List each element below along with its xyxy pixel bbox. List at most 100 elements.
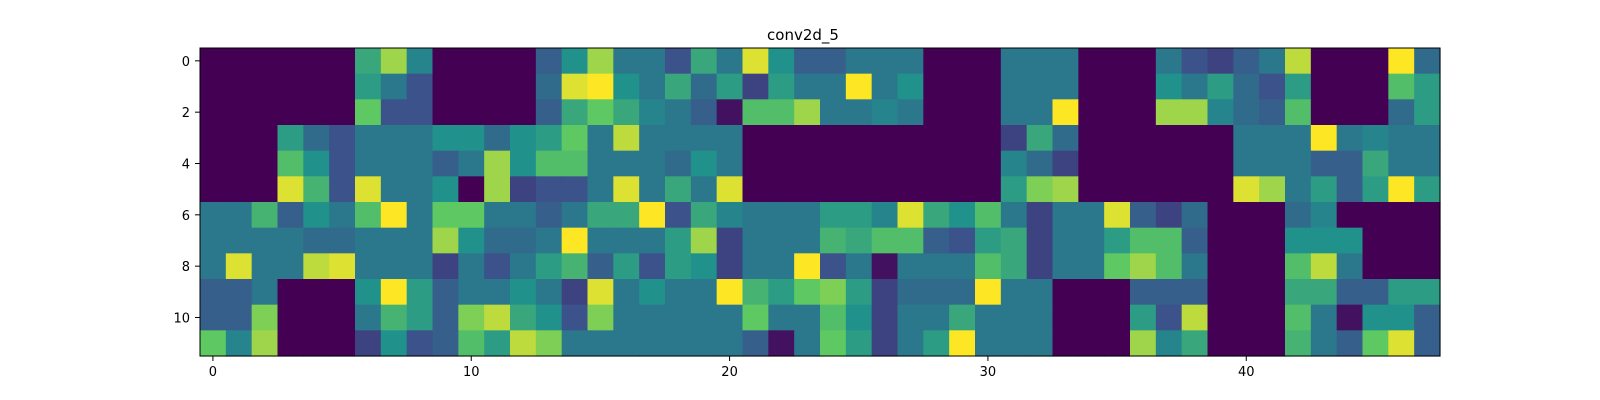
heatmap-cell — [975, 279, 1002, 306]
heatmap-cell — [975, 48, 1002, 75]
heatmap-cell — [1026, 330, 1054, 357]
heatmap-cell — [251, 202, 279, 229]
heatmap-cell — [380, 48, 408, 75]
heatmap-cell — [923, 176, 950, 203]
heatmap-cell — [458, 99, 485, 126]
heatmap-cell — [613, 150, 640, 177]
heatmap-cell — [897, 99, 924, 126]
heatmap-cell — [225, 99, 253, 126]
heatmap-cell — [975, 176, 1002, 203]
heatmap-cell — [510, 73, 537, 100]
heatmap-cell — [380, 150, 408, 177]
heatmap-cell — [1310, 304, 1338, 331]
chart-title: conv2d_5 — [767, 26, 839, 45]
heatmap-cell — [1285, 279, 1312, 306]
heatmap-cell — [1414, 99, 1441, 126]
heatmap-cell — [1000, 150, 1028, 177]
heatmap-cell — [690, 304, 718, 331]
heatmap-cell — [355, 253, 382, 280]
heatmap-cell — [716, 150, 744, 177]
heatmap-cell — [1052, 279, 1079, 306]
y-tick-label: 6 — [182, 209, 190, 224]
heatmap-cell — [510, 279, 537, 306]
heatmap-cell — [1078, 48, 1105, 75]
heatmap-cell — [484, 202, 511, 229]
heatmap-cell — [820, 279, 847, 306]
heatmap-cell — [1233, 330, 1260, 357]
heatmap-cell — [329, 202, 356, 229]
heatmap-cell — [1130, 73, 1157, 100]
heatmap-cell — [1181, 304, 1209, 331]
heatmap-cell — [303, 125, 330, 152]
heatmap-cell — [1207, 304, 1234, 331]
heatmap-cell — [355, 176, 382, 203]
heatmap-cell — [716, 202, 744, 229]
heatmap-cell — [716, 73, 744, 100]
heatmap-cell — [1336, 202, 1364, 229]
heatmap-cell — [690, 253, 718, 280]
heatmap-cell — [1078, 330, 1105, 357]
heatmap-cell — [1078, 99, 1105, 126]
heatmap-cell — [665, 48, 692, 75]
heatmap-cell — [923, 253, 950, 280]
heatmap-cell — [820, 99, 847, 126]
heatmap-cell — [665, 99, 692, 126]
heatmap-cell — [380, 73, 408, 100]
heatmap-cell — [897, 253, 924, 280]
heatmap-cell — [1414, 176, 1441, 203]
heatmap-cell — [923, 227, 950, 254]
heatmap-cell — [690, 227, 718, 254]
heatmap-cell — [1388, 73, 1415, 100]
x-tick-label: 30 — [980, 365, 997, 380]
heatmap-cell — [742, 202, 769, 229]
heatmap-cell — [1130, 125, 1157, 152]
heatmap-cell — [845, 279, 873, 306]
heatmap-cell — [1078, 227, 1105, 254]
heatmap-cell — [1104, 150, 1131, 177]
heatmap-cell — [1259, 150, 1286, 177]
heatmap-cell — [1000, 279, 1028, 306]
heatmap-cell — [1181, 73, 1209, 100]
heatmap-cell — [1336, 176, 1364, 203]
heatmap-cell — [380, 227, 408, 254]
heatmap-cell — [613, 176, 640, 203]
heatmap-cell — [794, 202, 821, 229]
heatmap-cell — [639, 227, 666, 254]
heatmap-cell — [1259, 227, 1286, 254]
heatmap-cell — [1336, 304, 1364, 331]
heatmap-cell — [277, 304, 304, 331]
heatmap-cell — [458, 304, 485, 331]
heatmap-cell — [665, 304, 692, 331]
heatmap-cell — [1207, 253, 1234, 280]
heatmap-cell — [225, 202, 253, 229]
heatmap-cell — [1310, 202, 1338, 229]
heatmap-cell — [1285, 150, 1312, 177]
heatmap-cell — [587, 330, 614, 357]
heatmap-cell — [535, 125, 563, 152]
heatmap-cell — [458, 279, 485, 306]
heatmap-cell — [871, 253, 899, 280]
heatmap-cell — [820, 330, 847, 357]
heatmap-cell — [1362, 99, 1389, 126]
heatmap-cell — [1155, 150, 1183, 177]
heatmap-cell — [1362, 176, 1389, 203]
heatmap-cell — [1000, 202, 1028, 229]
heatmap-cell — [613, 48, 640, 75]
heatmap-cell — [897, 279, 924, 306]
heatmap-cell — [871, 99, 899, 126]
heatmap-cell — [432, 176, 459, 203]
heatmap-cell — [1233, 48, 1260, 75]
heatmap-cell — [587, 125, 614, 152]
heatmap-cell — [1414, 73, 1441, 100]
heatmap-cell — [1155, 202, 1183, 229]
heatmap-cell — [277, 202, 304, 229]
heatmap-cell — [251, 304, 279, 331]
heatmap-cell — [535, 304, 563, 331]
heatmap-cell — [820, 48, 847, 75]
heatmap-cell — [949, 99, 976, 126]
heatmap-cell — [1233, 73, 1260, 100]
heatmap-cell — [355, 99, 382, 126]
heatmap-cell — [716, 99, 744, 126]
heatmap-cell — [277, 279, 304, 306]
heatmap-cell — [639, 99, 666, 126]
